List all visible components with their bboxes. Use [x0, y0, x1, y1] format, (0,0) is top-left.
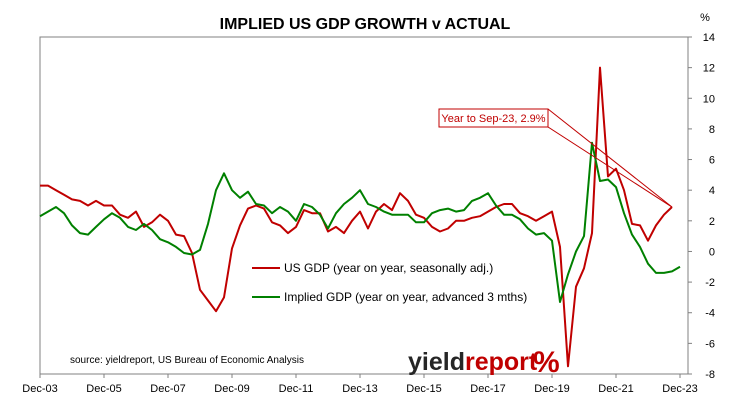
callout-leader-line [547, 126, 673, 208]
axes: -8 -6 -4 -2 0 2 4 6 8 10 12 14 Dec-03 Dec-05 Dec-07 Dec… [22, 32, 715, 395]
y-tick-label: -4 [705, 308, 715, 320]
plot-area-frame [39, 36, 689, 375]
x-tick-label: Dec-19 [534, 383, 569, 395]
svg-text:yieldreport: yieldreport [408, 348, 538, 376]
x-tick-label: Dec-17 [470, 383, 505, 395]
plot-series [39, 66, 681, 368]
legend-label-actual: US GDP (year on year, seasonally adj.) [284, 261, 493, 275]
legend: US GDP (year on year, seasonally adj.) Im… [252, 261, 527, 304]
x-tick-label: Dec-11 [279, 383, 314, 395]
yieldreport-logo: yieldreport % [408, 346, 560, 379]
source-note: source: yieldreport, US Bureau of Econom… [70, 355, 304, 366]
y-tick-label: 0 [709, 246, 715, 258]
x-tick-label: Dec-15 [406, 383, 441, 395]
y-tick-label: 8 [709, 124, 715, 136]
series-line-implied [39, 141, 681, 303]
y-tick-label: 6 [709, 155, 715, 167]
callout-text: Year to Sep-23, 2.9% [441, 113, 545, 125]
legend-label-implied: Implied GDP (year on year, advanced 3 mt… [284, 290, 527, 304]
y-tick-label: 12 [703, 63, 715, 75]
logo-text-report: report [465, 348, 538, 376]
x-tick-label: Dec-05 [86, 383, 121, 395]
x-tick-label: Dec-21 [598, 383, 633, 395]
callout-box [438, 108, 549, 128]
annotation-callout: Year to Sep-23, 2.9% [438, 108, 673, 208]
x-tick-label: Dec-13 [342, 383, 377, 395]
x-tick-label: Dec-09 [214, 383, 249, 395]
y-tick-label: 14 [703, 32, 715, 44]
x-tick-label: Dec-03 [22, 383, 57, 395]
y-axis-unit-label: % [700, 12, 710, 24]
y-tick-label: -6 [705, 338, 715, 350]
x-tick-label: Dec-23 [662, 383, 697, 395]
x-tick-label: Dec-07 [150, 383, 185, 395]
series-line-actual [40, 66, 673, 368]
y-tick-label: -8 [705, 369, 715, 381]
y-tick-label: 4 [709, 185, 715, 197]
callout-leader-line [547, 108, 673, 208]
y-tick-label: 10 [703, 93, 715, 105]
y-tick-label: -2 [705, 277, 715, 289]
y-tick-label: 2 [709, 216, 715, 228]
chart-title: IMPLIED US GDP GROWTH v ACTUAL [220, 16, 511, 33]
logo-percent-symbol: % [533, 346, 560, 379]
logo-text-yield: yield [408, 348, 465, 376]
